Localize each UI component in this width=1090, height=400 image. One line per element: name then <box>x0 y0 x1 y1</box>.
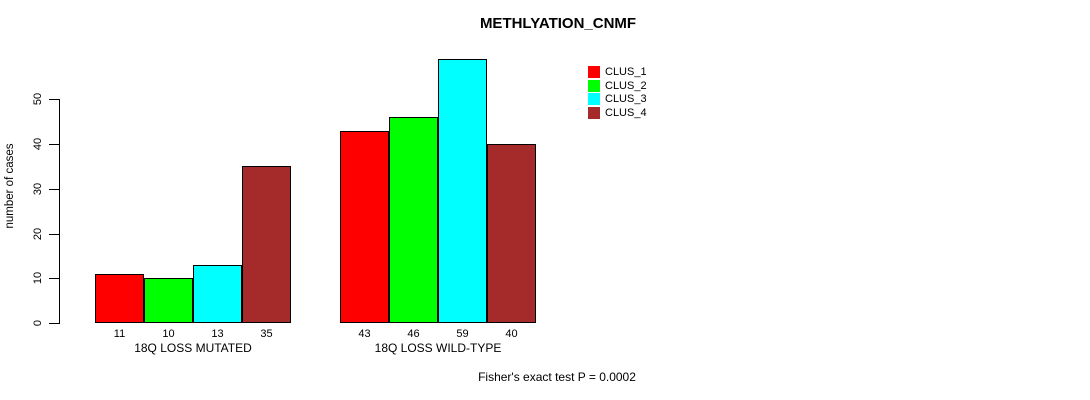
bar-value-label: 43 <box>358 328 371 340</box>
bar-clus_3-group2 <box>438 59 487 323</box>
y-axis-tick <box>49 323 59 324</box>
y-axis-tick-label: 40 <box>32 137 44 151</box>
y-axis-tick-label: 0 <box>32 319 44 327</box>
legend-label: CLUS_3 <box>605 93 647 105</box>
y-axis-tick <box>49 278 59 280</box>
bar-value-label: 10 <box>162 328 175 340</box>
chart-title: METHLYATION_CNMF <box>479 15 637 32</box>
y-axis-label: number of cases <box>4 143 16 229</box>
bar-clus_2-group2 <box>389 117 438 323</box>
bar-clus_4-group2 <box>487 144 536 323</box>
legend-row: CLUS_2 <box>588 79 647 92</box>
legend-swatch-clus_1 <box>588 66 600 78</box>
legend-row: CLUS_3 <box>588 93 647 105</box>
y-axis-tick <box>49 99 59 101</box>
legend-swatch-clus_4 <box>588 106 600 119</box>
legend: CLUS_1 CLUS_2 CLUS_3 CLUS_4 <box>588 66 647 119</box>
y-axis-tick <box>49 144 59 146</box>
bar-clus_3-group1 <box>193 264 242 323</box>
bar-value-label: 46 <box>407 328 420 340</box>
bar-clus_1-group2 <box>340 130 389 323</box>
legend-row: CLUS_4 <box>588 106 647 119</box>
legend-label: CLUS_2 <box>605 79 647 92</box>
legend-row: CLUS_1 <box>588 66 647 78</box>
y-axis-tick <box>49 188 59 190</box>
y-axis-line <box>59 99 60 324</box>
y-axis-tick-label: 30 <box>32 182 44 195</box>
legend-swatch-clus_2 <box>588 79 600 92</box>
bar-clus_4-group1 <box>242 166 291 323</box>
bar-value-label: 13 <box>211 328 224 340</box>
bar-value-label: 11 <box>113 328 126 340</box>
legend-label: CLUS_4 <box>605 106 647 119</box>
legend-swatch-clus_3 <box>588 93 600 105</box>
group-label: 18Q LOSS MUTATED <box>134 341 252 355</box>
bar-value-label: 59 <box>456 328 469 340</box>
bar-value-label: 35 <box>260 328 273 340</box>
bar-clus_1-group1 <box>95 273 144 323</box>
legend-label: CLUS_1 <box>605 66 647 78</box>
y-axis-tick-label: 10 <box>32 272 44 285</box>
stat-annotation: Fisher's exact test P = 0.0002 <box>478 370 636 384</box>
y-axis-tick <box>49 233 59 235</box>
bar-value-label: 40 <box>505 328 518 340</box>
y-axis-tick-label: 50 <box>32 93 44 106</box>
group-label: 18Q LOSS WILD-TYPE <box>374 341 502 355</box>
y-axis-tick-label: 20 <box>32 227 44 240</box>
bar-clus_2-group1 <box>144 278 193 323</box>
